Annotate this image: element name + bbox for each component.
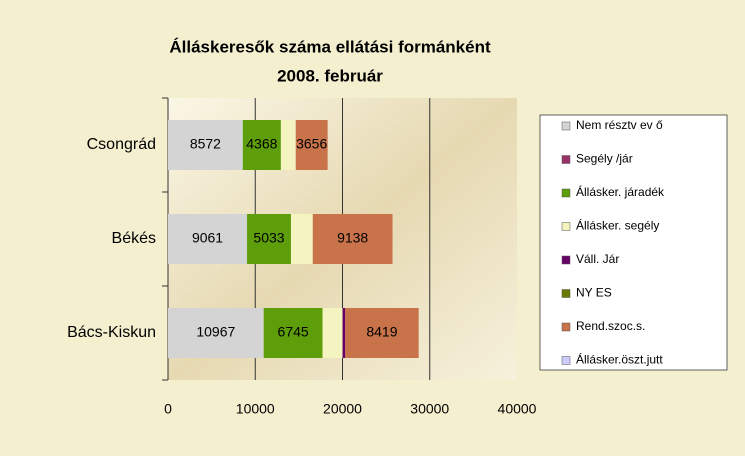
data-label: 3656 bbox=[296, 136, 327, 152]
legend-label: Állásker. járadék bbox=[576, 184, 665, 199]
bar-segment bbox=[168, 308, 264, 358]
legend-label: Állásker. segély bbox=[576, 218, 659, 233]
chart-subtitle: 2008. február bbox=[277, 66, 383, 85]
legend-swatch bbox=[561, 155, 571, 164]
x-tick-label: 10000 bbox=[236, 401, 275, 417]
legend-swatch bbox=[561, 255, 571, 265]
data-label: 4368 bbox=[246, 136, 277, 152]
legend-label: NY ES bbox=[576, 286, 612, 300]
bar-segment bbox=[280, 120, 296, 170]
data-label: 10967 bbox=[196, 324, 235, 340]
bar-segment bbox=[263, 308, 323, 358]
y-tick-label: Békés bbox=[112, 230, 156, 247]
data-label: 9138 bbox=[337, 230, 368, 246]
legend-label: Nem résztv ev ő bbox=[576, 118, 663, 132]
bar-segment bbox=[342, 308, 346, 358]
x-tick-label: 0 bbox=[164, 401, 172, 417]
legend-label: Váll. Jár bbox=[576, 252, 619, 266]
y-tick-label: Csongrád bbox=[87, 136, 156, 153]
legend-swatch bbox=[561, 356, 571, 365]
legend-swatch bbox=[561, 289, 571, 298]
bar-segment bbox=[168, 120, 243, 170]
chart-title: Álláskeresők száma ellátási formánként bbox=[169, 37, 491, 56]
bar-segment bbox=[247, 214, 291, 264]
bar-segment bbox=[168, 214, 248, 264]
data-label: 8419 bbox=[366, 324, 397, 340]
data-label: 9061 bbox=[192, 230, 223, 246]
legend-label: Rend.szoc.s. bbox=[576, 319, 645, 333]
bar-segment bbox=[242, 120, 281, 170]
legend-swatch bbox=[561, 222, 571, 231]
bar-segment bbox=[345, 308, 419, 358]
legend bbox=[539, 114, 728, 371]
legend-label: Segély /jár bbox=[576, 152, 633, 166]
bar-segment bbox=[312, 214, 393, 264]
y-tick-label: Bács-Kiskun bbox=[67, 324, 156, 341]
bar-segment bbox=[322, 308, 343, 358]
legend-swatch bbox=[561, 188, 571, 198]
bar-segment bbox=[295, 120, 328, 170]
data-label: 5033 bbox=[253, 230, 284, 246]
x-tick-label: 40000 bbox=[498, 401, 537, 417]
x-tick-label: 20000 bbox=[323, 401, 362, 417]
bar-segment bbox=[290, 214, 313, 264]
legend-swatch bbox=[561, 322, 571, 332]
legend-swatch bbox=[561, 121, 571, 131]
data-label: 6745 bbox=[278, 324, 309, 340]
legend-label: Állásker.öszt.jutt bbox=[576, 352, 663, 367]
x-tick-label: 30000 bbox=[410, 401, 449, 417]
data-label: 8572 bbox=[190, 136, 221, 152]
